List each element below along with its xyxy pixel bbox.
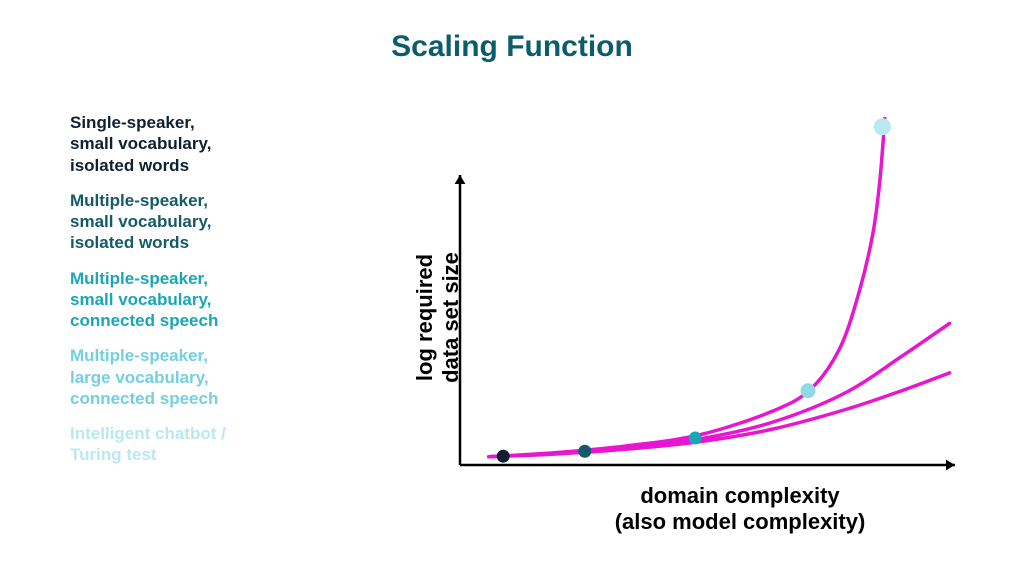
pt-large-vocab — [801, 384, 815, 398]
curve-shallow — [489, 373, 950, 457]
scaling-chart — [0, 0, 1024, 576]
curve-mid — [489, 323, 950, 456]
pt-multi-iso — [579, 445, 591, 457]
x-axis-arrow-icon — [946, 460, 955, 471]
curve-steep — [489, 119, 885, 457]
y-axis-arrow-icon — [455, 175, 466, 184]
pt-turing — [874, 119, 890, 135]
pt-multi-connected — [689, 432, 701, 444]
pt-single-speaker — [497, 450, 509, 462]
